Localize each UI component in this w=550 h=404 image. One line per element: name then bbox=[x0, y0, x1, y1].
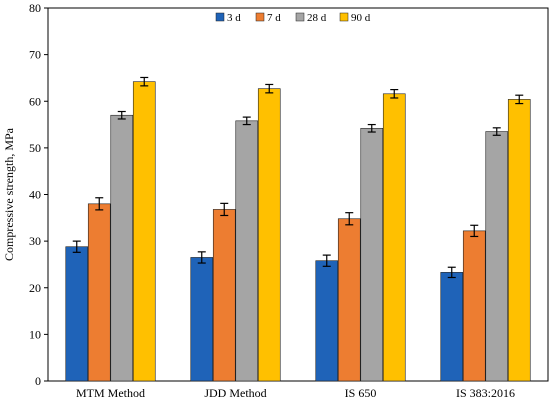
y-axis-title: Compressive strength, MPa bbox=[2, 127, 16, 261]
y-tick-label: 40 bbox=[29, 188, 41, 202]
legend: 3 d 7 d 28 d 90 d bbox=[215, 12, 371, 24]
y-tick-label: 70 bbox=[29, 48, 41, 62]
bar-90d-2 bbox=[382, 93, 406, 382]
bar-3d-2 bbox=[315, 260, 339, 382]
y-tick-label: 80 bbox=[29, 1, 41, 15]
bar-28d-3 bbox=[485, 131, 509, 382]
y-tick-label: 60 bbox=[29, 94, 41, 108]
x-category-label: IS 383:2016 bbox=[456, 386, 515, 400]
x-axis: MTM Method JDD Method IS 650 IS 383:2016 bbox=[76, 386, 515, 400]
y-tick-label: 20 bbox=[29, 281, 41, 295]
bar-90d-0 bbox=[132, 81, 156, 382]
bar-7d-2 bbox=[337, 218, 361, 382]
bar-3d-3 bbox=[440, 272, 464, 382]
legend-label: 28 d bbox=[307, 12, 327, 24]
y-tick-label: 10 bbox=[29, 327, 41, 341]
bar-3d-0 bbox=[65, 246, 89, 382]
bar-7d-1 bbox=[212, 209, 236, 382]
legend-swatch bbox=[255, 12, 265, 22]
bar-7d-0 bbox=[87, 203, 111, 382]
bar-28d-1 bbox=[235, 120, 259, 382]
x-category-label: JDD Method bbox=[204, 386, 266, 400]
bar-3d-1 bbox=[190, 257, 214, 382]
bar-7d-3 bbox=[462, 230, 486, 382]
bar-series-group bbox=[65, 76, 531, 382]
x-category-label: MTM Method bbox=[76, 386, 145, 400]
legend-swatch bbox=[295, 12, 305, 22]
bar-90d-1 bbox=[257, 88, 281, 382]
y-axis: 0 10 20 30 40 50 60 70 80 bbox=[29, 1, 48, 388]
y-tick-label: 0 bbox=[35, 374, 41, 388]
legend-swatch bbox=[339, 12, 349, 22]
y-tick-label: 30 bbox=[29, 234, 41, 248]
legend-label: 7 d bbox=[267, 12, 281, 24]
legend-swatch bbox=[215, 12, 225, 22]
bar-28d-0 bbox=[110, 114, 134, 382]
legend-label: 90 d bbox=[351, 12, 371, 24]
y-tick-label: 50 bbox=[29, 141, 41, 155]
x-category-label: IS 650 bbox=[345, 386, 377, 400]
bar-90d-3 bbox=[507, 99, 531, 382]
bar-28d-2 bbox=[360, 127, 384, 382]
legend-label: 3 d bbox=[227, 12, 241, 24]
